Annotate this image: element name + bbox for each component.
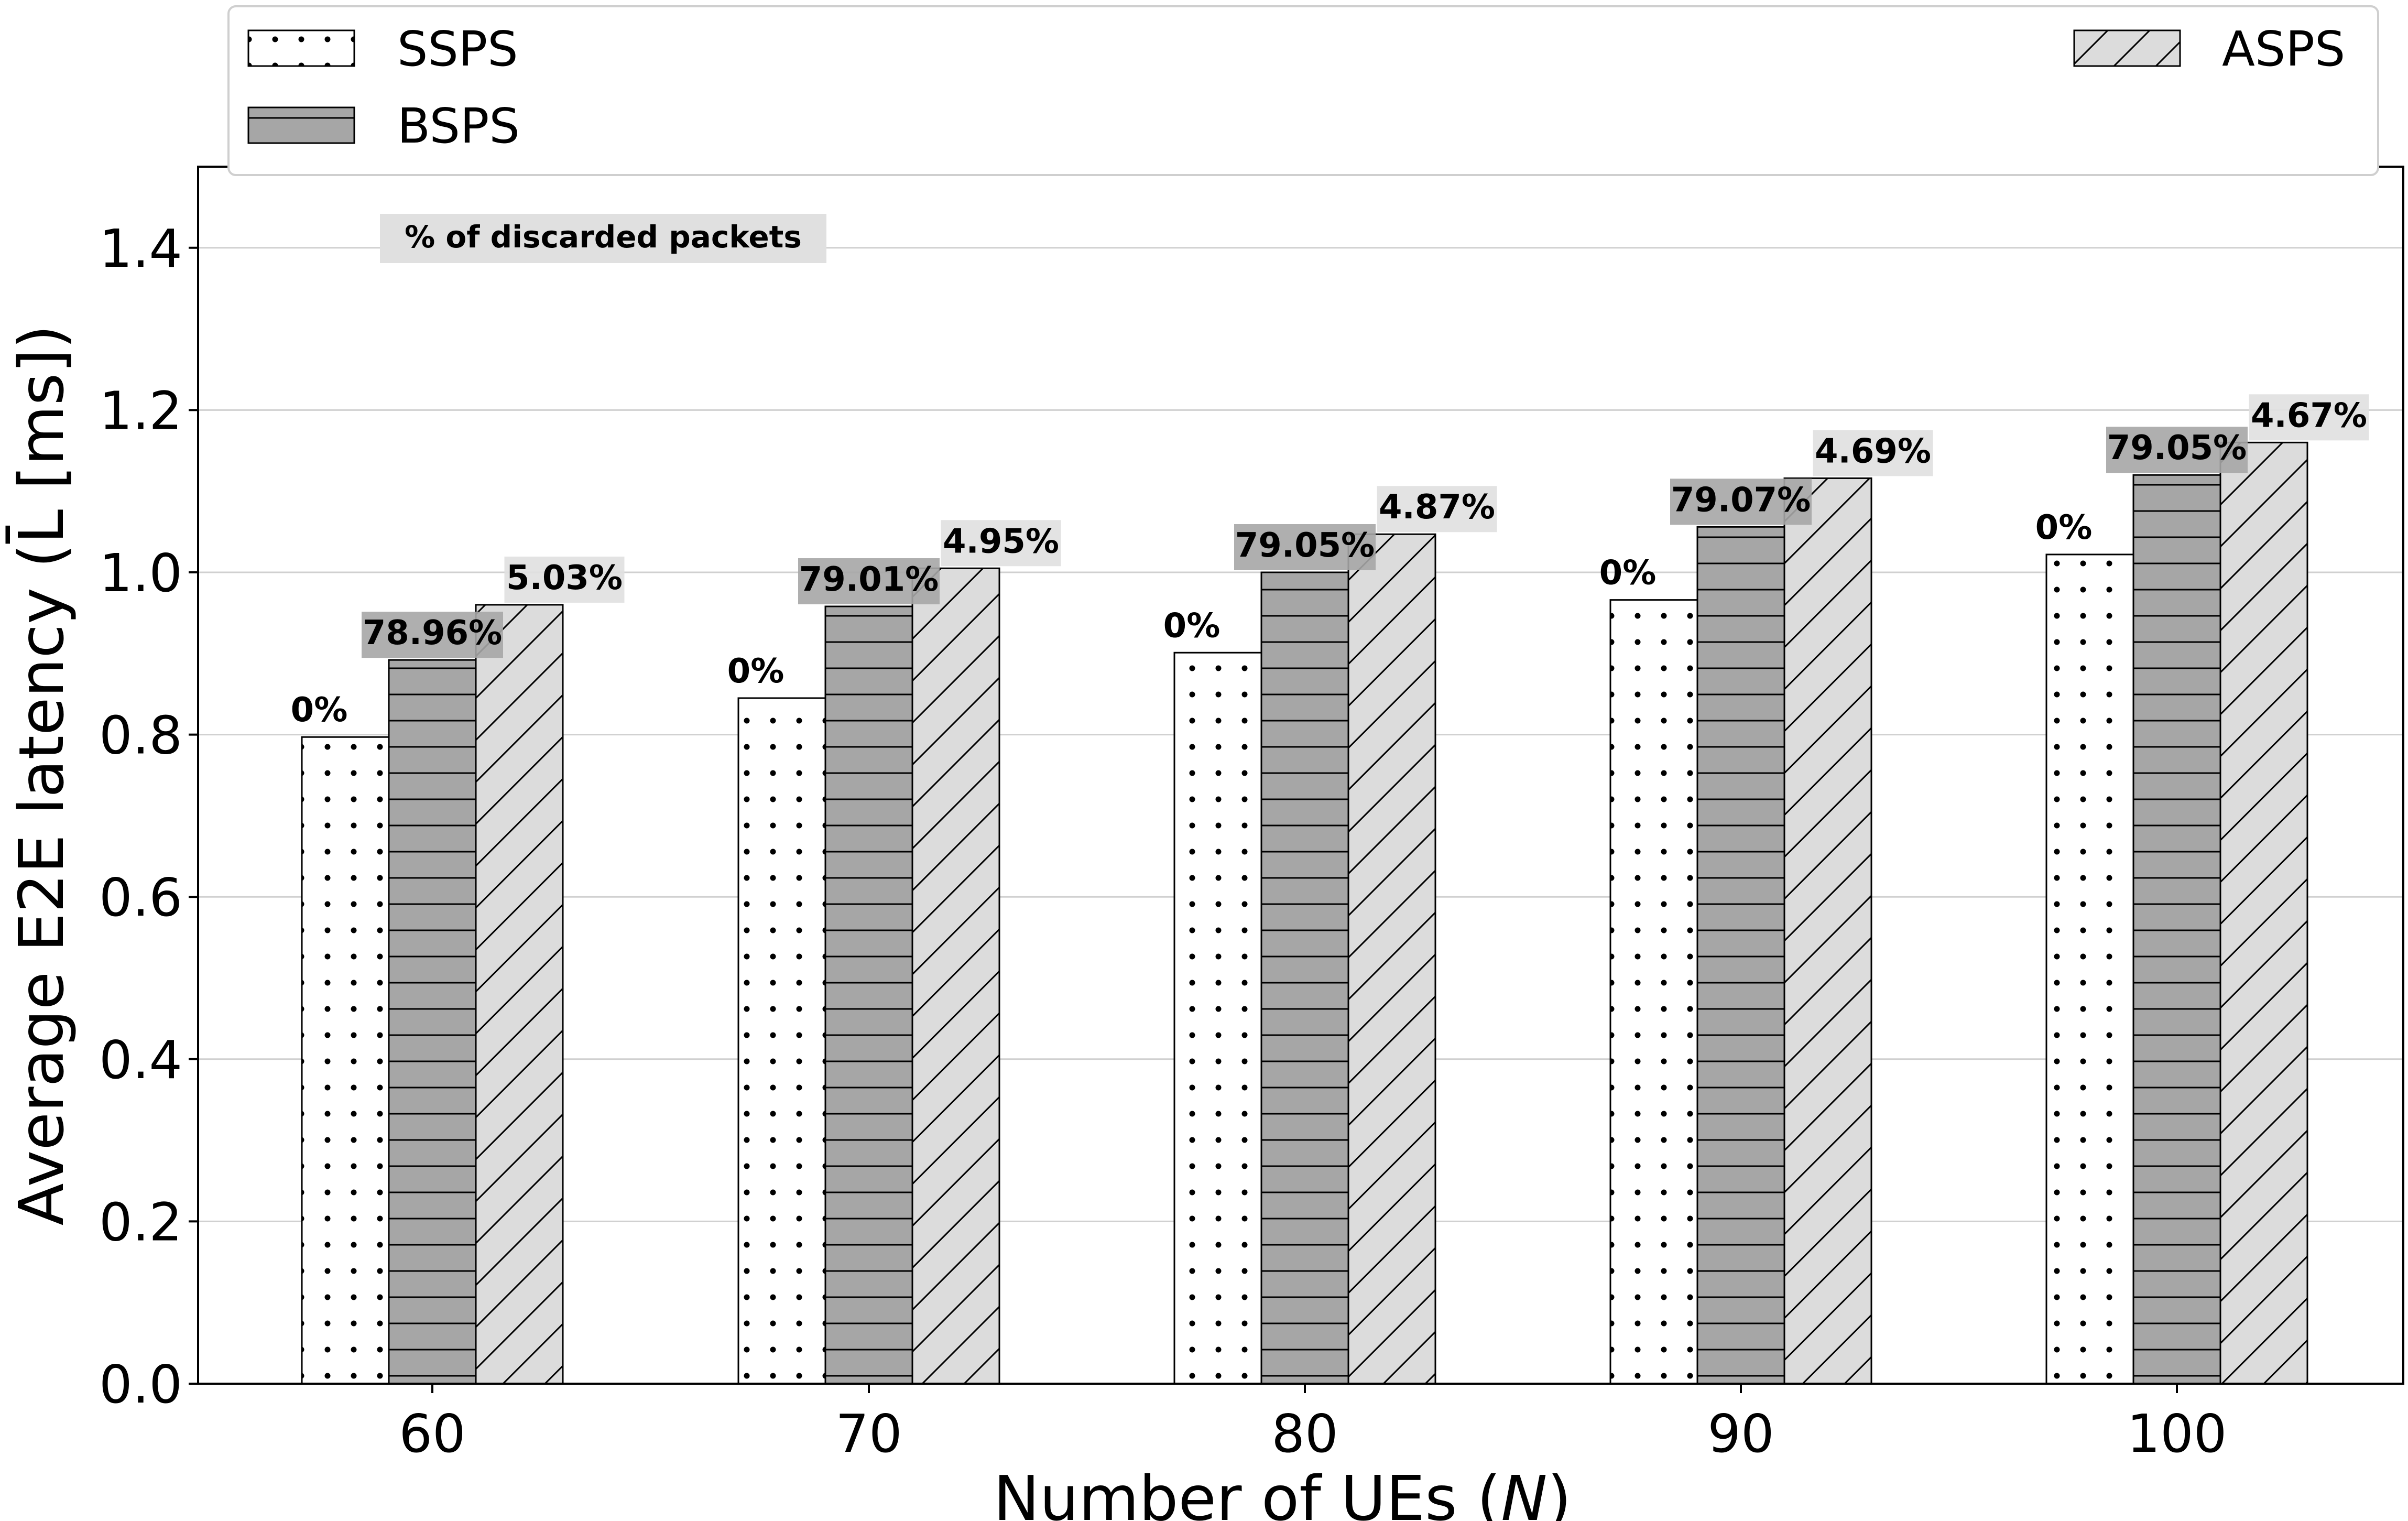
bar-label-bg — [1377, 486, 1497, 533]
bar-asps-60 — [475, 604, 564, 1385]
legend: SSPS BSPS ASPS — [227, 5, 2379, 176]
bar-label-text: 4.87% — [1379, 488, 1495, 527]
y-tick-label: 0.8 — [99, 705, 182, 766]
bar-asps-100 — [2219, 441, 2308, 1385]
bar-label-text: 5.03% — [506, 559, 623, 597]
bar-label-bg — [504, 556, 625, 603]
bar-label-text: 79.05% — [2107, 429, 2247, 468]
bar-label-asps-70: 4.95% — [941, 520, 1061, 567]
legend-item-bsps: BSPS — [247, 98, 520, 154]
bar-label-ssps-100: 0% — [2035, 508, 2093, 547]
bar-label-text: 78.96% — [363, 614, 503, 653]
bar-label-text: 79.05% — [1235, 526, 1375, 565]
bar-bsps-100 — [2132, 474, 2221, 1385]
x-tick-label: 90 — [1707, 1403, 1774, 1464]
y-tick-label: 0.6 — [99, 867, 182, 928]
bar-label-ssps-90: 0% — [1599, 554, 1657, 593]
bar-label-bsps-80: 79.05% — [1234, 524, 1376, 570]
bar-label-text: 0% — [1163, 606, 1221, 645]
legend-label-asps: ASPS — [2222, 21, 2345, 77]
bar-label-bg — [1234, 524, 1376, 570]
bar-asps-80 — [1347, 533, 1436, 1385]
bar-label-bsps-90: 79.07% — [1670, 479, 1812, 525]
annotation-text: % of discarded packets — [405, 219, 802, 255]
bar-bsps-90 — [1696, 526, 1785, 1385]
bar-ssps-100 — [2045, 553, 2134, 1385]
x-tick-label: 80 — [1271, 1403, 1338, 1464]
bar-label-bg — [2106, 427, 2248, 473]
x-tick-label: 100 — [2127, 1403, 2227, 1464]
y-tick-label: 0.0 — [99, 1354, 182, 1415]
bar-label-bg — [798, 558, 940, 605]
bar-label-ssps-80: 0% — [1163, 606, 1221, 645]
bar-label-asps-80: 4.87% — [1377, 486, 1497, 533]
bar-label-text: 0% — [1599, 554, 1657, 593]
legend-label-bsps: BSPS — [397, 98, 520, 154]
y-tick-label: 1.0 — [99, 542, 182, 604]
legend-label-ssps: SSPS — [397, 21, 518, 77]
bar-label-bg — [941, 520, 1061, 567]
x-tick-label: 70 — [835, 1403, 902, 1464]
y-tick-label: 0.2 — [99, 1191, 182, 1253]
bar-label-ssps-70: 0% — [727, 652, 784, 691]
y-axis-label: Average E2E latency (L̄ [ms]) — [5, 325, 78, 1226]
bar-label-text: 0% — [727, 652, 784, 691]
y-tick-label: 1.4 — [99, 218, 182, 279]
legend-swatch-bsps — [247, 106, 355, 144]
bar-label-asps-100: 4.67% — [2249, 394, 2369, 441]
y-axis-ticks: 0.0 0.2 0.4 0.6 0.8 1.0 1.2 1.4 — [99, 218, 198, 1415]
bar-labels: 0% 0% 0% 0% 0% 78.96% 79.01% 79.05% 79.07% 79.05%… — [291, 394, 2369, 730]
bar-label-bsps-60: 78.96% — [362, 612, 503, 658]
bar-label-text: 0% — [2035, 508, 2093, 547]
bar-label-text: 79.01% — [799, 560, 939, 599]
bar-bsps-60 — [388, 659, 477, 1385]
bar-label-bg — [2249, 394, 2369, 441]
bar-label-bg — [362, 612, 503, 658]
legend-frame — [227, 5, 2379, 176]
bar-label-text: 4.95% — [943, 522, 1059, 561]
x-tick-label: 60 — [399, 1403, 465, 1464]
bar-label-text: 0% — [291, 691, 348, 730]
y-tick-label: 0.4 — [99, 1029, 182, 1091]
bar-label-bsps-70: 79.01% — [798, 558, 940, 605]
bar-bsps-70 — [824, 605, 913, 1385]
annotation-box: % of discarded packets — [380, 214, 826, 263]
bar-label-bsps-100: 79.05% — [2106, 427, 2248, 473]
bar-label-text: 79.07% — [1671, 481, 1811, 519]
bar-asps-70 — [911, 567, 1000, 1385]
bar-label-text: 4.67% — [2251, 396, 2367, 435]
bar-bsps-80 — [1260, 571, 1349, 1385]
x-axis-label: Number of UEs (N) — [993, 1462, 1571, 1521]
legend-item-asps: ASPS — [2073, 21, 2345, 77]
legend-swatch-asps — [2073, 29, 2181, 67]
y-tick-label: 1.2 — [99, 380, 182, 441]
legend-item-ssps: SSPS — [247, 21, 518, 77]
bar-label-asps-60: 5.03% — [504, 556, 625, 603]
bar-ssps-70 — [737, 697, 826, 1385]
bar-label-text: 4.69% — [1815, 432, 1931, 471]
bar-label-bg — [1813, 430, 1933, 476]
bar-ssps-80 — [1173, 651, 1262, 1385]
bar-label-asps-90: 4.69% — [1813, 430, 1933, 476]
bar-ssps-90 — [1609, 599, 1698, 1385]
bars — [301, 441, 2308, 1385]
bar-label-ssps-60: 0% — [291, 691, 348, 730]
legend-swatch-ssps — [247, 29, 355, 67]
bar-ssps-60 — [301, 736, 390, 1385]
bar-label-bg — [1670, 479, 1812, 525]
bar-asps-90 — [1783, 477, 1872, 1385]
x-axis-ticks: 60 70 80 90 100 — [399, 1384, 2227, 1464]
